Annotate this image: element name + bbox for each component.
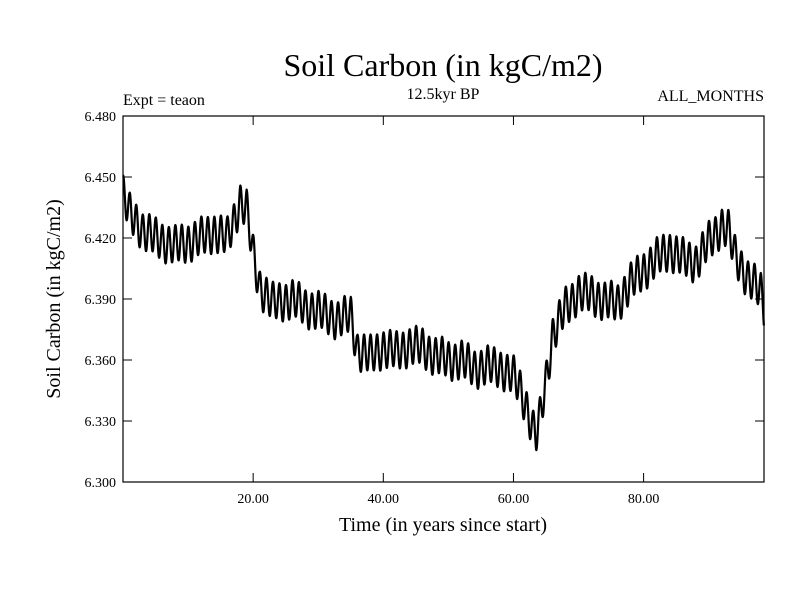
x-axis-ticks: 20.00 40.00 60.00 80.00 <box>237 116 659 507</box>
y-axis-ticks: 6.300 6.330 6.360 6.390 6.420 6.450 6.480 <box>85 110 764 491</box>
months-label: ALL_MONTHS <box>657 88 764 105</box>
y-tick-label: 6.480 <box>85 110 117 125</box>
x-tick-label: 20.00 <box>237 492 269 507</box>
x-tick-label: 40.00 <box>368 492 400 507</box>
y-tick-label: 6.390 <box>85 293 117 308</box>
chart-subtitle: 12.5kyr BP <box>407 86 480 103</box>
x-tick-label: 60.00 <box>498 492 530 507</box>
series-line <box>122 174 765 452</box>
x-axis-label: Time (in years since start) <box>339 514 547 536</box>
experiment-label: Expt = teaon <box>123 92 205 109</box>
plot-frame <box>122 115 765 483</box>
y-tick-label: 6.360 <box>85 354 117 369</box>
y-axis-label: Soil Carbon (in kgC/m2) <box>43 199 65 398</box>
y-tick-label: 6.450 <box>85 171 117 186</box>
y-tick-label: 6.300 <box>85 476 117 491</box>
chart-title: Soil Carbon (in kgC/m2) <box>283 47 602 83</box>
x-tick-label: 80.00 <box>628 492 660 507</box>
y-tick-label: 6.330 <box>85 415 117 430</box>
y-tick-label: 6.420 <box>85 232 117 247</box>
